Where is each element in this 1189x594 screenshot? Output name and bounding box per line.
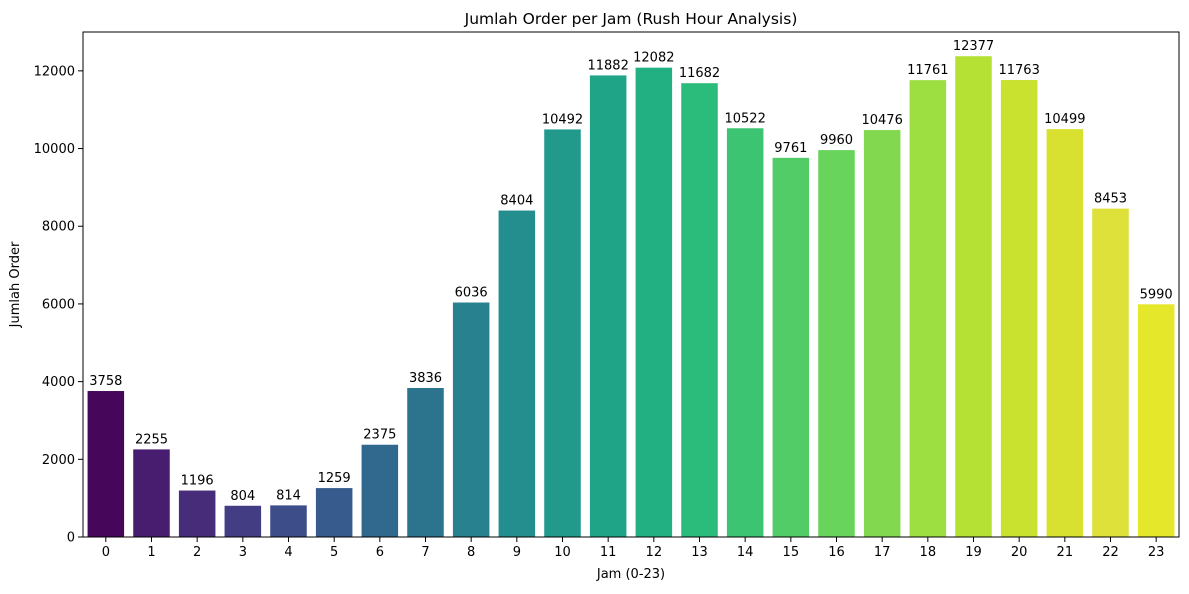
x-tick-label: 12 (646, 545, 663, 560)
x-tick-label: 3 (239, 545, 247, 560)
x-tick-label: 14 (737, 545, 754, 560)
value-label-hour-22: 8453 (1094, 192, 1127, 207)
value-label-hour-18: 11761 (907, 63, 948, 78)
x-tick-label: 11 (600, 545, 617, 560)
value-label-hour-20: 11763 (998, 63, 1039, 78)
y-tick-label: 0 (67, 531, 75, 546)
x-tick-label: 21 (1057, 545, 1074, 560)
value-label-hour-3: 804 (230, 489, 255, 504)
y-tick-label: 2000 (42, 453, 75, 468)
x-tick-label: 18 (920, 545, 937, 560)
value-label-hour-5: 1259 (318, 471, 351, 486)
bar-hour-23 (1137, 304, 1175, 537)
bar-hour-15 (772, 157, 810, 537)
x-tick-label: 16 (828, 545, 845, 560)
x-tick-label: 4 (284, 545, 292, 560)
value-label-hour-19: 12377 (953, 39, 994, 54)
bar-hour-13 (681, 83, 718, 537)
bar-hour-12 (635, 67, 673, 537)
value-label-hour-17: 10476 (861, 113, 902, 128)
value-label-hour-2: 1196 (181, 474, 214, 489)
bar-hour-9 (498, 210, 536, 538)
y-tick-label: 12000 (34, 64, 75, 79)
value-label-hour-12: 12082 (633, 51, 674, 66)
value-label-hour-4: 814 (276, 488, 301, 503)
value-label-hour-0: 3758 (89, 374, 122, 389)
bar-hour-20 (1000, 80, 1038, 538)
bar-hour-5 (315, 488, 353, 537)
bar-hour-4 (270, 505, 307, 537)
value-label-hour-13: 11682 (679, 66, 720, 81)
bar-hour-14 (726, 128, 764, 537)
x-tick-label: 2 (193, 545, 201, 560)
x-tick-label: 23 (1148, 545, 1165, 560)
x-tick-label: 6 (376, 545, 384, 560)
value-label-hour-8: 6036 (455, 286, 488, 301)
y-axis-ticks: 0 2000 4000 6000 8000 10000 12000 (34, 64, 83, 546)
bar-hour-16 (818, 150, 855, 537)
bar-hour-7 (407, 387, 444, 537)
bar-hour-10 (544, 129, 581, 537)
value-label-hour-14: 10522 (724, 111, 765, 126)
x-tick-label: 10 (554, 545, 571, 560)
x-tick-label: 13 (691, 545, 708, 560)
x-tick-label: 5 (330, 545, 338, 560)
y-tick-label: 4000 (42, 375, 75, 390)
y-tick-label: 6000 (42, 297, 75, 312)
value-label-hour-15: 9761 (774, 141, 807, 156)
value-label-hour-10: 10492 (542, 112, 583, 127)
bar-hour-6 (361, 444, 399, 537)
x-tick-label: 9 (513, 545, 521, 560)
value-label-hour-21: 10499 (1044, 112, 1085, 127)
value-labels-group: 3758 2255 1196 804 814 1259 2375 3836 6036 8404 10… (89, 39, 1172, 504)
y-axis-label: Jumlah Order (8, 241, 23, 328)
x-axis-ticks: 0 1 2 3 4 5 6 7 8 9 10 11 12 13 14 15 16 17 18 19 20 21 22 23 (102, 537, 1165, 560)
value-label-hour-16: 9960 (820, 133, 853, 148)
x-tick-label: 22 (1102, 545, 1119, 560)
chart-title: Jumlah Order per Jam (Rush Hour Analysis… (464, 10, 798, 28)
value-label-hour-6: 2375 (363, 428, 396, 443)
plot-frame (82, 31, 1180, 538)
x-tick-label: 0 (102, 545, 110, 560)
x-tick-label: 8 (467, 545, 475, 560)
bar-hour-3 (224, 505, 262, 537)
y-tick-label: 8000 (42, 220, 75, 235)
value-label-hour-1: 2255 (135, 432, 168, 447)
bar-hour-8 (452, 302, 490, 537)
x-tick-label: 20 (1011, 545, 1028, 560)
x-tick-label: 19 (965, 545, 982, 560)
bar-hour-22 (1092, 208, 1129, 537)
bar-hour-17 (863, 130, 901, 538)
bar-hour-19 (955, 56, 992, 537)
x-tick-label: 1 (147, 545, 155, 560)
value-label-hour-11: 11882 (587, 58, 628, 73)
value-label-hour-7: 3836 (409, 371, 442, 386)
bar-hour-0 (87, 391, 125, 537)
x-tick-label: 17 (874, 545, 891, 560)
y-tick-label: 10000 (34, 142, 75, 157)
bar-hour-1 (133, 449, 170, 537)
bar-hour-11 (589, 75, 627, 538)
x-tick-label: 15 (783, 545, 800, 560)
bar-hour-18 (909, 80, 947, 537)
x-axis-label: Jam (0-23) (596, 567, 665, 582)
bar-hour-21 (1046, 129, 1084, 537)
bars-group (87, 56, 1175, 538)
bar-hour-2 (178, 490, 216, 537)
value-label-hour-9: 8404 (500, 194, 533, 209)
x-tick-label: 7 (421, 545, 429, 560)
value-label-hour-23: 5990 (1140, 287, 1173, 302)
